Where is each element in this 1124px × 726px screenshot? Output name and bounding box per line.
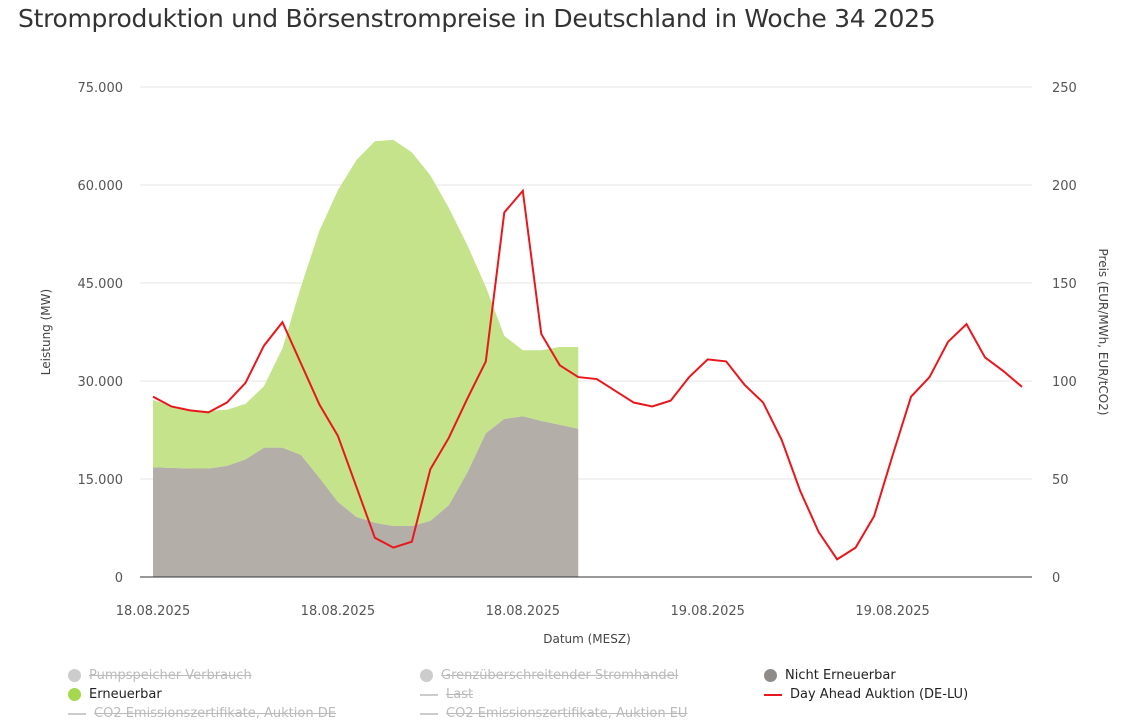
x-tick-label: 18.08.2025 [116, 604, 190, 619]
chart: 0 15.000 30.000 45.000 60.000 75.000 0 50 100 150… [39, 81, 1110, 646]
legend-label: CO2 Emissionszertifikate, Auktion EU [446, 706, 688, 721]
y2-tick-label: 200 [1052, 179, 1077, 194]
x-tick-label: 19.08.2025 [855, 604, 929, 619]
legend-item[interactable]: Last [420, 687, 473, 702]
legend-line-icon [764, 693, 782, 696]
legend-item[interactable]: Day Ahead Auktion (DE-LU) [764, 687, 968, 702]
legend-item[interactable]: Pumpspeicher Verbrauch [68, 668, 252, 683]
legend-dot-icon [68, 688, 81, 701]
y-tick-label: 30.000 [78, 375, 124, 390]
y2-tick-label: 0 [1052, 571, 1060, 586]
y2-tick-label: 100 [1052, 375, 1077, 390]
legend-item[interactable]: Grenzüberschreitender Stromhandel [420, 668, 678, 683]
y-axis-title: Leistung (MW) [39, 289, 53, 375]
y-tick-label: 0 [115, 571, 123, 586]
x-axis-title: Datum (MESZ) [543, 632, 631, 646]
legend-label: Erneuerbar [89, 687, 162, 702]
legend-item[interactable]: Erneuerbar [68, 687, 162, 702]
legend-label: Day Ahead Auktion (DE-LU) [790, 687, 969, 702]
legend-line-icon [68, 712, 86, 715]
legend-dot-icon [68, 669, 81, 682]
legend-label: CO2 Emissionszertifikate, Auktion DE [94, 706, 336, 721]
area-nicht-erneuerbar [153, 416, 579, 577]
x-tick-label: 18.08.2025 [486, 604, 560, 619]
legend-item[interactable]: CO2 Emissionszertifikate, Auktion EU [420, 706, 687, 721]
y2-tick-label: 250 [1052, 81, 1077, 96]
y2-tick-label: 50 [1052, 473, 1069, 488]
legend-item[interactable]: CO2 Emissionszertifikate, Auktion DE [68, 706, 336, 721]
y-tick-label: 45.000 [78, 277, 124, 292]
chart-title: Stromproduktion und Börsenstrompreise in… [18, 4, 936, 33]
legend-item[interactable]: Nicht Erneuerbar [764, 668, 896, 683]
legend-label: Grenzüberschreitender Stromhandel [441, 668, 679, 683]
x-tick-label: 18.08.2025 [301, 604, 375, 619]
legend-label: Nicht Erneuerbar [785, 668, 896, 683]
legend-dot-icon [420, 669, 433, 682]
legend-label: Pumpspeicher Verbrauch [89, 668, 252, 683]
legend-line-icon [420, 712, 438, 715]
y2-tick-label: 150 [1052, 277, 1077, 292]
y-tick-label: 15.000 [78, 473, 124, 488]
legend-dot-icon [764, 669, 777, 682]
legend-line-icon [420, 693, 438, 696]
y-tick-label: 60.000 [78, 179, 124, 194]
legend-label: Last [446, 687, 474, 702]
x-tick-label: 19.08.2025 [670, 604, 744, 619]
line-day-ahead-price [152, 188, 1023, 561]
y-tick-label: 75.000 [78, 81, 124, 96]
area-erneuerbar [153, 139, 579, 527]
y2-axis-title: Preis (EUR/MWh, EUR/tCO2) [1096, 249, 1110, 416]
